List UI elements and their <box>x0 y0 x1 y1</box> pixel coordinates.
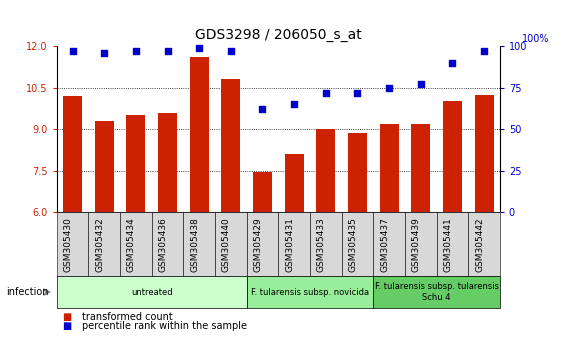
Point <box>290 101 299 107</box>
Text: ■: ■ <box>62 321 72 331</box>
Text: GSM305436: GSM305436 <box>158 217 168 272</box>
Point <box>448 60 457 65</box>
Point <box>385 85 394 91</box>
Text: GSM305430: GSM305430 <box>64 217 73 272</box>
Point <box>353 90 362 96</box>
Text: infection: infection <box>6 287 48 297</box>
Point <box>416 81 425 87</box>
Text: GSM305431: GSM305431 <box>285 217 294 272</box>
Point <box>479 48 488 54</box>
Point <box>68 48 77 54</box>
Title: GDS3298 / 206050_s_at: GDS3298 / 206050_s_at <box>195 28 362 42</box>
Bar <box>253 172 272 212</box>
Text: F. tularensis subsp. tularensis
Schu 4: F. tularensis subsp. tularensis Schu 4 <box>374 282 499 302</box>
Bar <box>63 96 82 212</box>
Point <box>163 48 172 54</box>
Point <box>131 48 140 54</box>
Point <box>321 90 331 96</box>
Bar <box>379 124 399 212</box>
Bar <box>127 115 145 212</box>
Y-axis label: 100%: 100% <box>521 34 549 44</box>
Point <box>226 48 235 54</box>
Point <box>195 45 204 51</box>
Text: GSM305432: GSM305432 <box>95 217 105 272</box>
Bar <box>474 95 494 212</box>
Text: GSM305440: GSM305440 <box>222 217 231 272</box>
Text: GSM305442: GSM305442 <box>475 217 484 272</box>
Bar <box>411 124 430 212</box>
Bar <box>190 57 208 212</box>
Text: transformed count: transformed count <box>82 312 173 322</box>
Point <box>258 107 267 112</box>
Bar <box>95 121 114 212</box>
Point <box>100 50 109 56</box>
Text: GSM305435: GSM305435 <box>348 217 357 272</box>
Bar <box>158 113 177 212</box>
Text: GSM305441: GSM305441 <box>444 217 452 272</box>
Text: percentile rank within the sample: percentile rank within the sample <box>82 321 247 331</box>
Bar <box>285 154 304 212</box>
Bar <box>316 129 335 212</box>
Bar <box>348 133 367 212</box>
Text: GSM305438: GSM305438 <box>190 217 199 272</box>
Text: GSM305439: GSM305439 <box>412 217 421 272</box>
Text: GSM305434: GSM305434 <box>127 217 136 272</box>
Text: F. tularensis subsp. novicida: F. tularensis subsp. novicida <box>251 287 369 297</box>
Text: untreated: untreated <box>131 287 173 297</box>
Text: GSM305437: GSM305437 <box>380 217 389 272</box>
Bar <box>222 79 240 212</box>
Text: GSM305429: GSM305429 <box>253 217 262 272</box>
Text: ■: ■ <box>62 312 72 322</box>
Text: GSM305433: GSM305433 <box>317 217 326 272</box>
Bar <box>443 102 462 212</box>
